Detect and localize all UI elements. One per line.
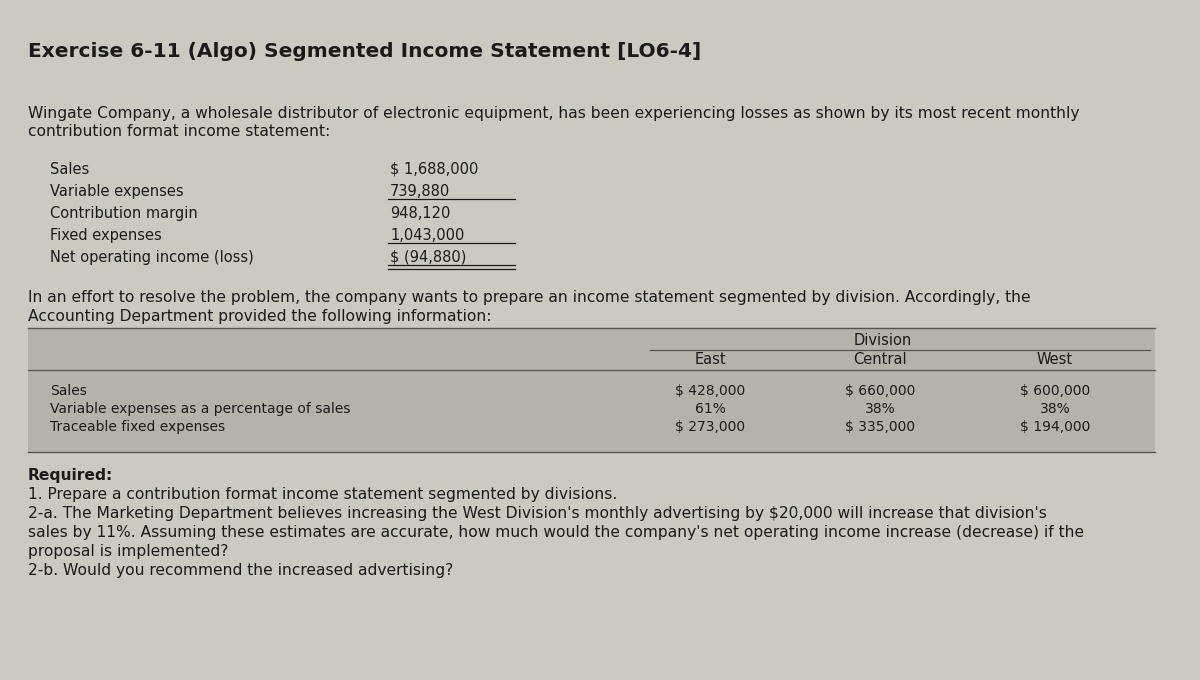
Text: 948,120: 948,120	[390, 206, 450, 221]
Text: $ 273,000: $ 273,000	[674, 420, 745, 434]
Text: Accounting Department provided the following information:: Accounting Department provided the follo…	[28, 309, 492, 324]
Text: 2-a. The Marketing Department believes increasing the West Division's monthly ad: 2-a. The Marketing Department believes i…	[28, 506, 1046, 521]
Text: Traceable fixed expenses: Traceable fixed expenses	[50, 420, 226, 434]
Text: Net operating income (loss): Net operating income (loss)	[50, 250, 253, 265]
Text: Sales: Sales	[50, 162, 89, 177]
Text: $ 428,000: $ 428,000	[674, 384, 745, 398]
Text: Variable expenses as a percentage of sales: Variable expenses as a percentage of sal…	[50, 402, 350, 416]
Text: 61%: 61%	[695, 402, 726, 416]
Text: Required:: Required:	[28, 468, 113, 483]
Text: 38%: 38%	[865, 402, 895, 416]
Text: proposal is implemented?: proposal is implemented?	[28, 544, 228, 559]
Text: Fixed expenses: Fixed expenses	[50, 228, 162, 243]
Text: In an effort to resolve the problem, the company wants to prepare an income stat: In an effort to resolve the problem, the…	[28, 290, 1031, 305]
Text: $ (94,880): $ (94,880)	[390, 250, 467, 265]
Text: $ 335,000: $ 335,000	[845, 420, 916, 434]
Text: Division: Division	[853, 333, 912, 348]
Text: 38%: 38%	[1039, 402, 1070, 416]
Text: 739,880: 739,880	[390, 184, 450, 199]
Text: Contribution margin: Contribution margin	[50, 206, 198, 221]
Text: contribution format income statement:: contribution format income statement:	[28, 124, 330, 139]
Text: Wingate Company, a wholesale distributor of electronic equipment, has been exper: Wingate Company, a wholesale distributor…	[28, 106, 1080, 121]
Bar	[28, 328, 1154, 452]
Text: Sales: Sales	[50, 384, 86, 398]
Text: West: West	[1037, 352, 1073, 367]
Text: $ 660,000: $ 660,000	[845, 384, 916, 398]
Text: sales by 11%. Assuming these estimates are accurate, how much would the company': sales by 11%. Assuming these estimates a…	[28, 525, 1084, 540]
Text: $ 600,000: $ 600,000	[1020, 384, 1090, 398]
Text: 1,043,000: 1,043,000	[390, 228, 464, 243]
Text: East: East	[694, 352, 726, 367]
Text: Exercise 6-11 (Algo) Segmented Income Statement [LO6-4]: Exercise 6-11 (Algo) Segmented Income St…	[28, 42, 701, 61]
Text: Central: Central	[853, 352, 907, 367]
Text: 1. Prepare a contribution format income statement segmented by divisions.: 1. Prepare a contribution format income …	[28, 487, 617, 502]
Text: 2-b. Would you recommend the increased advertising?: 2-b. Would you recommend the increased a…	[28, 563, 454, 578]
Text: $ 194,000: $ 194,000	[1020, 420, 1090, 434]
Text: Variable expenses: Variable expenses	[50, 184, 184, 199]
Text: $ 1,688,000: $ 1,688,000	[390, 162, 479, 177]
